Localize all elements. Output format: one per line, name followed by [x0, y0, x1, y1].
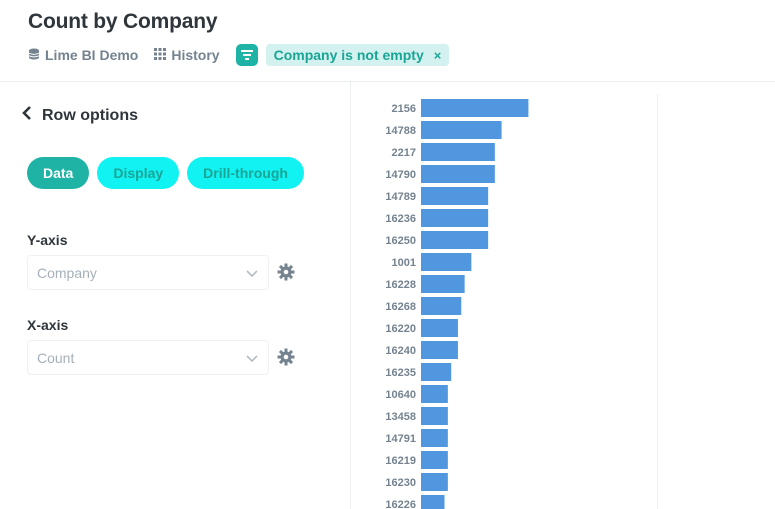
filter-toggle-button[interactable] — [235, 44, 258, 66]
filter-pill[interactable]: Company is not empty × — [265, 44, 450, 66]
bar-label: 16220 — [385, 323, 416, 335]
history-label: History — [171, 47, 220, 63]
bar[interactable] — [421, 275, 465, 293]
bar[interactable] — [421, 385, 448, 403]
bar[interactable] — [421, 319, 458, 337]
x-axis-settings-gear-icon[interactable] — [277, 348, 295, 371]
y-axis-label: Y-axis — [27, 232, 68, 248]
bar[interactable] — [421, 99, 529, 117]
bar[interactable] — [421, 143, 495, 161]
history-link[interactable]: History — [154, 47, 220, 63]
bar[interactable] — [421, 121, 502, 139]
chart-area: 2156 14788 2217 14790 14789 16236 16250 1001 162… — [351, 82, 775, 509]
bar[interactable] — [421, 165, 495, 183]
bar-label: 16219 — [385, 455, 416, 467]
bar-label: 16240 — [385, 345, 416, 357]
bar-label: 10640 — [385, 389, 416, 401]
bar[interactable] — [421, 253, 472, 271]
bar-label: 14790 — [385, 169, 416, 181]
bar-chart: 2156 14788 2217 14790 14789 16236 16250 1001 162… — [385, 99, 529, 509]
bar[interactable] — [421, 187, 489, 205]
back-button[interactable]: Row options — [22, 106, 138, 125]
x-axis-label: X-axis — [27, 317, 69, 333]
tab-drill-through[interactable]: Drill-through — [187, 157, 304, 189]
bar-label: 13458 — [385, 411, 416, 423]
bar-label: 16250 — [385, 235, 416, 247]
bar-label: 2156 — [392, 103, 416, 115]
bar[interactable] — [421, 297, 462, 315]
bar[interactable] — [421, 363, 452, 381]
database-icon — [28, 47, 45, 63]
chevron-down-icon — [246, 266, 258, 282]
close-icon[interactable]: × — [433, 47, 442, 63]
bar-label: 1001 — [392, 257, 416, 269]
y-axis-select[interactable]: Company — [27, 255, 269, 290]
bar[interactable] — [421, 429, 448, 447]
options-tabs: Data Display Drill-through — [27, 157, 312, 189]
filter-icon — [240, 47, 253, 63]
bar[interactable] — [421, 341, 458, 359]
bar[interactable] — [421, 231, 489, 249]
header: Count by Company Lime BI Demo History Co… — [0, 0, 775, 82]
meta-bar: Lime BI Demo History Company is not empt… — [28, 44, 450, 66]
bar[interactable] — [421, 407, 448, 425]
bar-label: 16236 — [385, 213, 416, 225]
x-axis-value: Count — [37, 349, 75, 366]
bar-label: 2217 — [392, 147, 416, 159]
bar-label: 16235 — [385, 367, 416, 379]
bar-label: 16268 — [385, 301, 416, 313]
database-link[interactable]: Lime BI Demo — [28, 47, 138, 63]
y-axis-settings-gear-icon[interactable] — [277, 263, 295, 286]
y-axis-value: Company — [37, 264, 97, 281]
bar-label: 14791 — [385, 433, 416, 445]
bar-label: 14789 — [385, 191, 416, 203]
page-title: Count by Company — [28, 10, 218, 33]
bar[interactable] — [421, 209, 489, 227]
bar[interactable] — [421, 451, 448, 469]
chevron-left-icon — [22, 106, 42, 125]
chart-divider — [657, 94, 658, 509]
bar-label: 16230 — [385, 477, 416, 489]
bar-label: 14788 — [385, 125, 416, 137]
tab-display[interactable]: Display — [97, 157, 180, 189]
back-label: Row options — [42, 106, 138, 124]
row-options-panel: Row options Data Display Drill-through Y… — [0, 82, 351, 509]
chevron-down-icon — [246, 351, 258, 367]
bar-label: 16226 — [385, 499, 416, 509]
bar[interactable] — [421, 495, 445, 509]
filter-pill-label: Company is not empty — [273, 47, 424, 63]
database-label: Lime BI Demo — [45, 47, 139, 63]
bar[interactable] — [421, 473, 448, 491]
x-axis-select[interactable]: Count — [27, 340, 269, 375]
tab-data[interactable]: Data — [27, 157, 90, 189]
bar-label: 16228 — [385, 279, 416, 291]
grid-icon — [154, 47, 171, 63]
